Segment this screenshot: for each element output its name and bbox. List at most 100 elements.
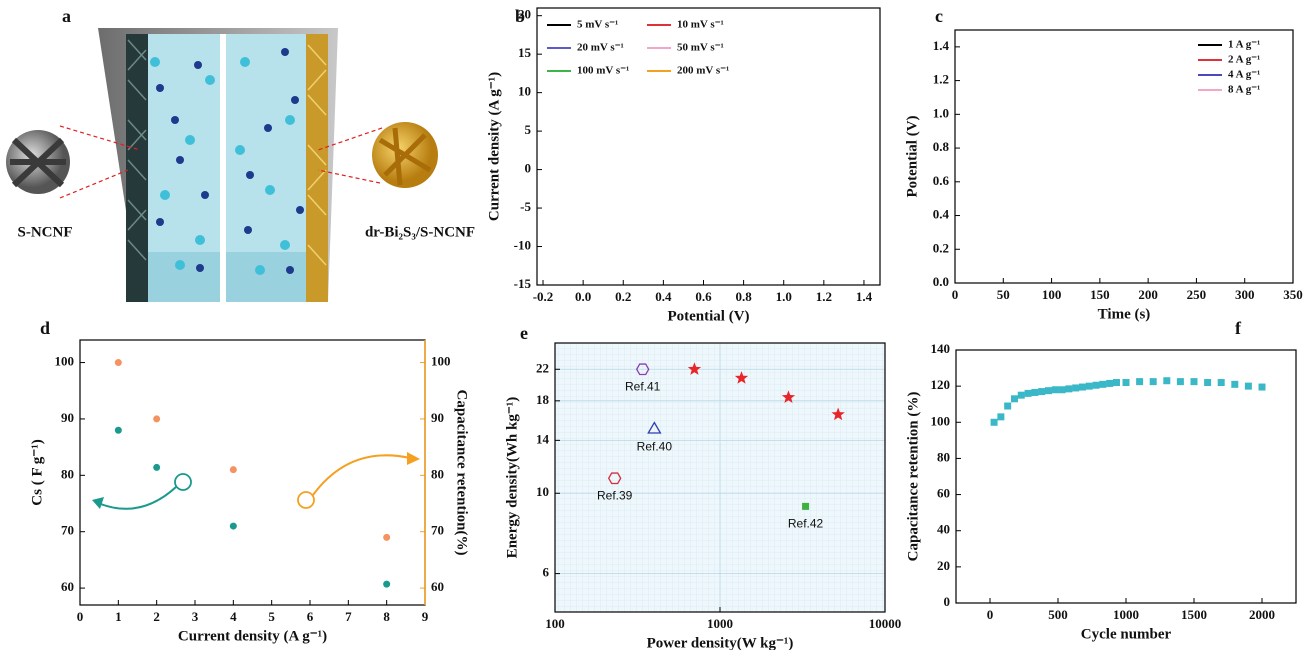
y-axis-title: Current density (A g⁻¹) [486, 72, 502, 221]
square-marker [1085, 382, 1093, 390]
x-axis-title: Current density (A g⁻¹) [178, 628, 327, 644]
x-tick-label: 1000 [1113, 607, 1139, 622]
x-tick-label: 100 [1042, 287, 1062, 302]
square-marker [1122, 379, 1130, 387]
circle-marker [383, 533, 391, 541]
star-marker [831, 407, 845, 421]
panel-letter: a [62, 6, 71, 26]
y2-tick-label: 80 [431, 466, 444, 481]
square-marker [1044, 387, 1052, 395]
y2-tick-label: 90 [431, 410, 444, 425]
square-marker [1258, 383, 1266, 391]
y-tick-label: 15 [518, 45, 532, 60]
x-tick-label: 350 [1283, 287, 1303, 302]
legend-label: 1 A g⁻¹ [1228, 39, 1260, 51]
ions [156, 48, 304, 274]
y-tick-label: 1.0 [933, 105, 949, 120]
x-tick-label: 0.4 [655, 289, 672, 304]
y-tick-label: 20 [937, 558, 950, 573]
callout-arrow [97, 486, 177, 510]
square-marker [1072, 384, 1080, 392]
square-marker [1010, 395, 1018, 403]
square-marker [1058, 386, 1066, 394]
x-tick-label: 1.0 [776, 289, 792, 304]
square-marker [1204, 379, 1212, 387]
y-tick-label: 14 [536, 431, 550, 446]
y-tick-label: 0.0 [933, 274, 949, 289]
x-tick-label: 0.0 [575, 289, 591, 304]
square-marker [1149, 378, 1157, 386]
x-tick-label: 200 [1138, 287, 1158, 302]
y-axis-title: Capacitance retention (%) [905, 392, 921, 562]
y-tick-label: -10 [514, 238, 531, 253]
circle-marker [153, 415, 161, 423]
x-tick-label: 0.2 [615, 289, 631, 304]
ions [150, 57, 295, 275]
y-axis-title: Cs ( F g⁻¹) [29, 439, 45, 505]
x-tick-label: 10000 [869, 616, 902, 631]
square-marker [1031, 388, 1039, 396]
y-tick-label: 100 [55, 354, 75, 369]
y-tick-label: 40 [937, 522, 950, 537]
plot-frame [955, 349, 1297, 604]
y-tick-label: 1.4 [933, 38, 950, 53]
x-tick-label: 1.2 [816, 289, 832, 304]
x-tick-label: 50 [997, 287, 1010, 302]
y-tick-label: 20 [518, 7, 531, 22]
x-tick-label: 1.4 [856, 289, 873, 304]
x-tick-label: 150 [1090, 287, 1110, 302]
y2-axis-title: Capacitance retention(%) [454, 390, 470, 556]
y-tick-label: 0 [944, 594, 951, 609]
square-marker [1038, 388, 1046, 396]
electrolyte-bottom [142, 252, 320, 302]
x-tick-label: 8 [383, 609, 390, 624]
x-tick-label: 2000 [1249, 607, 1275, 622]
square-marker [1176, 378, 1184, 386]
y-tick-label: 1.2 [933, 72, 949, 87]
left-electrode [126, 34, 148, 302]
point-label: Ref.40 [637, 440, 673, 454]
circle-marker [383, 580, 391, 588]
callout-circle [297, 491, 315, 509]
separator [220, 34, 226, 302]
x-tick-label: 1 [115, 609, 122, 624]
x-tick-label: 0.6 [695, 289, 712, 304]
y-tick-label: 140 [931, 341, 951, 356]
legend-label: 100 mV s⁻¹ [577, 65, 629, 77]
star-marker [687, 362, 702, 375]
y-tick-label: 80 [61, 466, 74, 481]
panel-letter: e [520, 323, 528, 343]
x-tick-label: 3 [192, 609, 199, 624]
square-marker [1024, 389, 1032, 397]
hexagon-marker [607, 472, 622, 485]
panel-letter: f [1235, 318, 1242, 338]
x-tick-label: -0.2 [533, 289, 554, 304]
hexagon-marker [635, 363, 650, 376]
square-marker [802, 502, 810, 510]
y-axis-title: Energy density(Wh kg⁻¹) [504, 397, 520, 559]
x-tick-label: 5 [268, 609, 275, 624]
star-marker [781, 390, 796, 404]
square-marker [1078, 383, 1086, 391]
y-tick-label: 10 [518, 84, 531, 99]
right-electrode [306, 34, 328, 302]
y-tick-label: 22 [536, 360, 549, 375]
y2-tick-label: 60 [431, 579, 444, 594]
x-tick-label: 0 [952, 287, 959, 302]
y-tick-label: 60 [61, 579, 74, 594]
point-label: Ref.41 [625, 379, 661, 393]
y-tick-label: 18 [536, 392, 550, 407]
square-marker [1163, 377, 1171, 385]
square-marker [1017, 391, 1025, 399]
plot-frame [554, 342, 886, 613]
x-tick-label: 1500 [1181, 607, 1207, 622]
plot-frame [79, 339, 426, 606]
callout-arrow [312, 454, 411, 496]
square-marker [1231, 380, 1239, 388]
legend-label: 50 mV s⁻¹ [677, 42, 724, 54]
y-tick-label: 0.8 [933, 139, 950, 154]
x-tick-label: 7 [345, 609, 352, 624]
right-label: dr-Bi₂S₃/S-NCNF [365, 224, 475, 240]
zoom-lines [59, 125, 383, 199]
